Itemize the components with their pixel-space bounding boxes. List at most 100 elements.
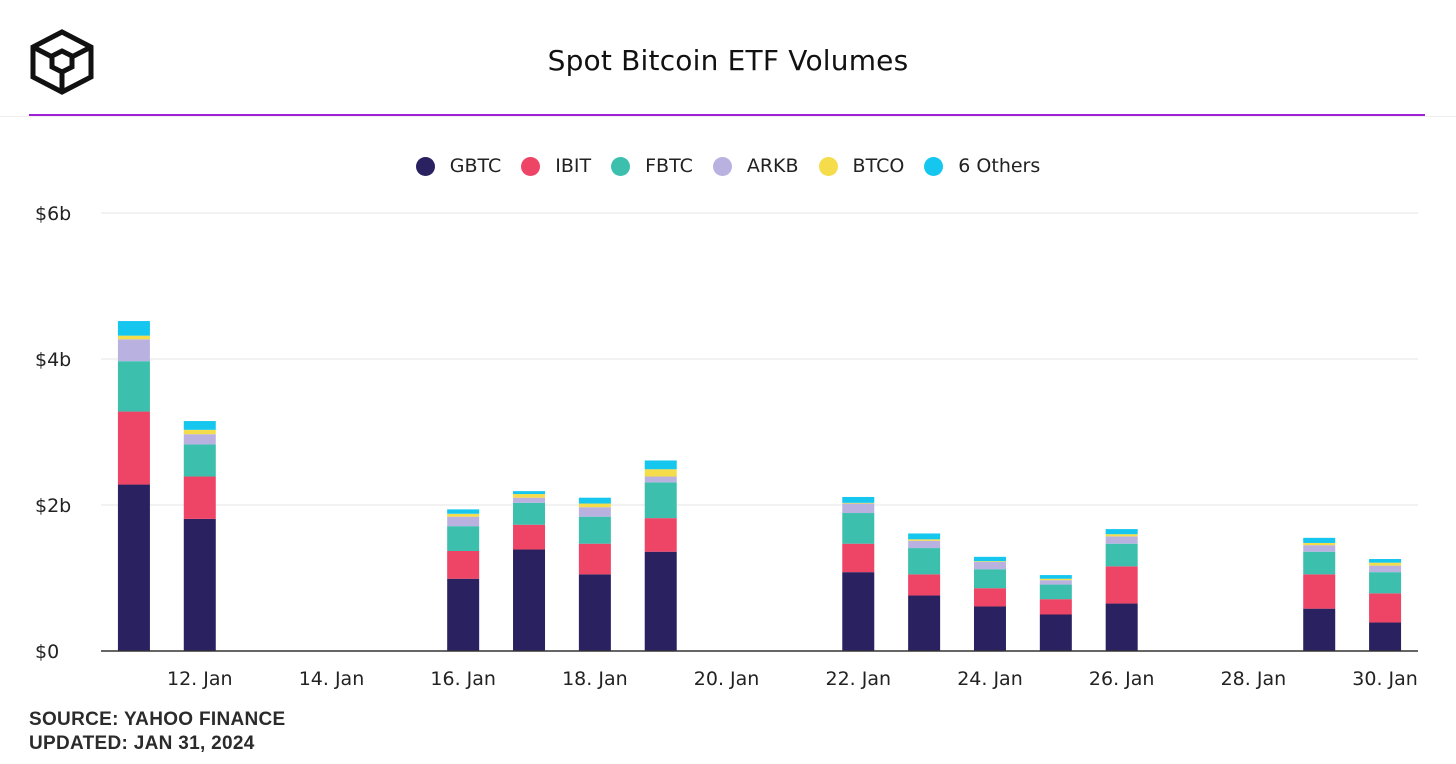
cube-logo-icon (30, 29, 94, 95)
legend-item-fbtc[interactable]: FBTC (611, 155, 693, 177)
bar-segment-gbtc[interactable] (973, 606, 1006, 651)
bar-segment-btco[interactable] (1303, 542, 1336, 546)
bar-segment-fbtc[interactable] (973, 569, 1006, 589)
legend-label: GBTC (449, 155, 502, 177)
bar-segment-fbtc[interactable] (1105, 543, 1138, 567)
bar-segment-arkb[interactable] (842, 503, 875, 514)
bar-segment-6-others[interactable] (644, 460, 677, 470)
bar-segment-btco[interactable] (578, 503, 611, 508)
bar-segment-arkb[interactable] (183, 434, 216, 445)
bar-segment-ibit[interactable] (117, 411, 150, 485)
bar-segment-btco[interactable] (117, 335, 150, 340)
bar-segment-ibit[interactable] (1105, 566, 1138, 604)
bar-segment-6-others[interactable] (1039, 575, 1072, 579)
bar-segment-gbtc[interactable] (842, 572, 875, 651)
bar-segment-ibit[interactable] (447, 550, 480, 579)
bar-segment-arkb[interactable] (513, 497, 546, 503)
legend-label: BTCO (852, 155, 905, 177)
y-tick-label: $2b (35, 495, 71, 517)
bar-segment-arkb[interactable] (973, 561, 1006, 570)
bar-segment-gbtc[interactable] (447, 578, 480, 651)
bar-segment-ibit[interactable] (183, 476, 216, 519)
bar-segment-btco[interactable] (1039, 578, 1072, 581)
bar-segment-6-others[interactable] (908, 533, 941, 540)
legend-label: ARKB (746, 155, 799, 177)
legend-item-btco[interactable]: BTCO (818, 155, 905, 177)
bar-segment-6-others[interactable] (1105, 529, 1138, 535)
bar-segment-arkb[interactable] (1303, 545, 1336, 552)
bar-segment-gbtc[interactable] (117, 484, 150, 651)
bar-segment-btco[interactable] (183, 429, 216, 435)
bar-segment-fbtc[interactable] (183, 444, 216, 477)
bar-segment-gbtc[interactable] (644, 551, 677, 651)
bar-segment-btco[interactable] (842, 502, 875, 504)
bar-segment-fbtc[interactable] (1369, 572, 1402, 594)
bar-segment-fbtc[interactable] (1039, 584, 1072, 600)
bar-segment-gbtc[interactable] (1039, 614, 1072, 652)
bar-segment-gbtc[interactable] (183, 518, 216, 651)
bar-segment-6-others[interactable] (973, 556, 1006, 562)
bar-segment-ibit[interactable] (1303, 574, 1336, 609)
bar-segment-arkb[interactable] (644, 476, 677, 483)
bar-segment-btco[interactable] (1369, 562, 1402, 566)
bar-segment-ibit[interactable] (973, 588, 1006, 607)
bar-segment-ibit[interactable] (908, 574, 941, 596)
bar-segment-arkb[interactable] (117, 339, 150, 362)
bar-segment-ibit[interactable] (644, 518, 677, 552)
legend-swatch (712, 156, 732, 176)
bar-segment-arkb[interactable] (1369, 565, 1402, 573)
bar-segment-ibit[interactable] (1039, 599, 1072, 615)
x-tick-label: 14. Jan (299, 668, 365, 690)
x-tick-label: 24. Jan (957, 668, 1023, 690)
chart-title: Spot Bitcoin ETF Volumes (547, 44, 909, 77)
bar-segment-6-others[interactable] (1369, 559, 1402, 563)
bar-segment-btco[interactable] (1105, 534, 1138, 537)
bar-segment-arkb[interactable] (908, 540, 941, 549)
bar-segment-btco[interactable] (644, 469, 677, 477)
bar-segment-btco[interactable] (908, 539, 941, 541)
bar-segment-ibit[interactable] (842, 543, 875, 573)
bar-segment-gbtc[interactable] (1303, 608, 1336, 651)
legend-item-ibit[interactable]: IBIT (521, 155, 591, 177)
bar-segment-fbtc[interactable] (908, 548, 941, 575)
updated-note: UPDATED: JAN 31, 2024 (29, 733, 255, 754)
bar-segment-fbtc[interactable] (117, 361, 150, 412)
bar-segment-fbtc[interactable] (842, 513, 875, 544)
bar-segment-gbtc[interactable] (1369, 622, 1402, 651)
bar-segment-6-others[interactable] (183, 421, 216, 430)
bar-segment-ibit[interactable] (513, 524, 546, 550)
bar-segment-6-others[interactable] (513, 491, 546, 495)
bar-segment-gbtc[interactable] (908, 595, 941, 651)
legend-swatch (924, 156, 944, 176)
bar-segment-gbtc[interactable] (578, 574, 611, 651)
bar-segment-btco[interactable] (447, 513, 480, 517)
bar-segment-6-others[interactable] (578, 497, 611, 504)
x-tick-label: 18. Jan (562, 668, 628, 690)
bar-segment-fbtc[interactable] (644, 482, 677, 519)
bar-segment-6-others[interactable] (1303, 537, 1336, 543)
bar-segment-6-others[interactable] (842, 496, 875, 503)
bar-segment-arkb[interactable] (578, 507, 611, 517)
bar-segment-fbtc[interactable] (578, 516, 611, 544)
bar-segment-6-others[interactable] (447, 509, 480, 514)
bar-segment-btco[interactable] (513, 494, 546, 498)
bar-segment-arkb[interactable] (1105, 536, 1138, 544)
bar-segment-fbtc[interactable] (513, 502, 546, 525)
bar-segment-ibit[interactable] (578, 543, 611, 575)
legend-label: FBTC (645, 155, 693, 177)
legend-item-gbtc[interactable]: GBTC (415, 155, 502, 177)
bar-segment-arkb[interactable] (447, 516, 480, 527)
bar-segment-fbtc[interactable] (447, 526, 480, 551)
bar-segment-gbtc[interactable] (513, 549, 546, 651)
legend-item-6-others[interactable]: 6 Others (924, 155, 1040, 177)
legend-item-arkb[interactable]: ARKB (712, 155, 799, 177)
bar-segment-btco[interactable] (973, 561, 1006, 562)
bar-segment-gbtc[interactable] (1105, 603, 1138, 651)
bar-segment-arkb[interactable] (1039, 580, 1072, 585)
bar-segment-6-others[interactable] (117, 321, 150, 336)
bar-segment-ibit[interactable] (1369, 593, 1402, 623)
bar-segment-fbtc[interactable] (1303, 551, 1336, 575)
y-tick-label: $4b (35, 349, 71, 371)
